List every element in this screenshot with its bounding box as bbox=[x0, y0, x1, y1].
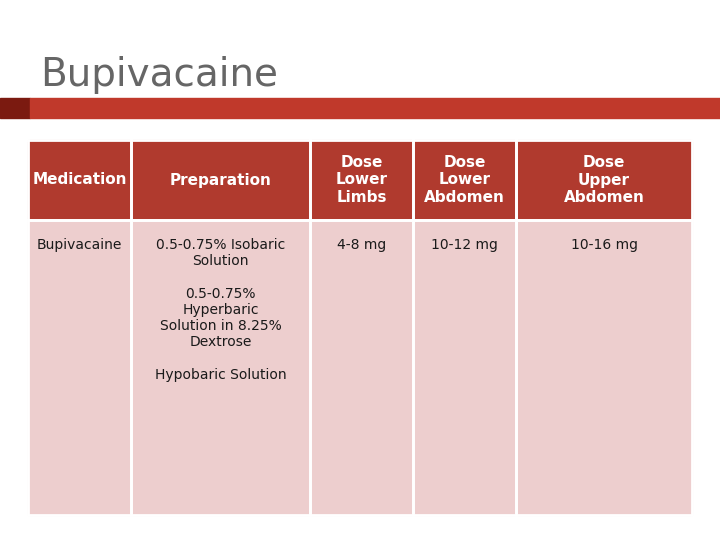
Bar bbox=[131, 220, 310, 515]
Text: 10-16 mg: 10-16 mg bbox=[570, 238, 637, 252]
Text: 10-12 mg: 10-12 mg bbox=[431, 238, 498, 252]
Text: Bupivacaine: Bupivacaine bbox=[40, 56, 278, 94]
Bar bbox=[28, 220, 131, 515]
Bar bbox=[413, 220, 516, 515]
Text: Dose
Lower
Abdomen: Dose Lower Abdomen bbox=[424, 155, 505, 205]
Bar bbox=[413, 140, 516, 220]
Bar bbox=[516, 220, 692, 515]
Bar bbox=[131, 140, 310, 220]
Bar bbox=[310, 220, 413, 515]
Text: 0.5-0.75% Isobaric
Solution

0.5-0.75%
Hyperbaric
Solution in 8.25%
Dextrose

Hy: 0.5-0.75% Isobaric Solution 0.5-0.75% Hy… bbox=[155, 238, 287, 382]
Text: Medication: Medication bbox=[32, 172, 127, 187]
Text: Bupivacaine: Bupivacaine bbox=[37, 238, 122, 252]
Bar bbox=[0, 98, 30, 118]
Bar bbox=[310, 140, 413, 220]
Text: 4-8 mg: 4-8 mg bbox=[337, 238, 387, 252]
Bar bbox=[516, 140, 692, 220]
Text: Dose
Lower
Limbs: Dose Lower Limbs bbox=[336, 155, 387, 205]
Bar bbox=[30, 98, 720, 118]
Text: Dose
Upper
Abdomen: Dose Upper Abdomen bbox=[564, 155, 644, 205]
Bar bbox=[28, 140, 131, 220]
Text: Preparation: Preparation bbox=[170, 172, 271, 187]
